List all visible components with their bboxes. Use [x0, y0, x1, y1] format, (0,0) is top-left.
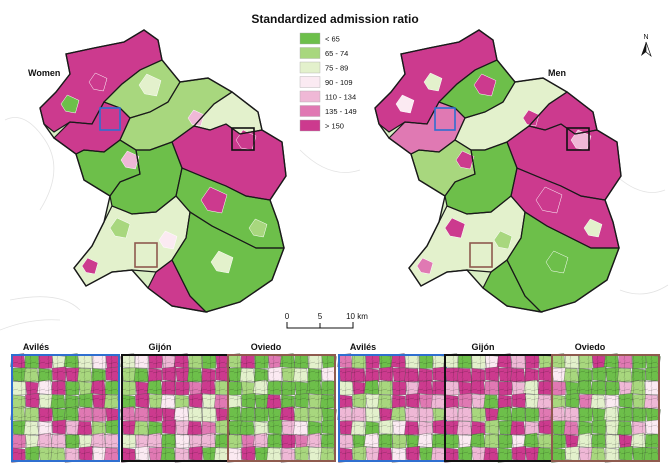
inset-locator-box	[231, 127, 255, 151]
north-arrow-icon: N	[641, 34, 652, 58]
legend-label: > 150	[325, 122, 344, 131]
map-subarea	[444, 217, 466, 239]
inset-map	[443, 353, 554, 463]
map-subarea	[455, 150, 475, 170]
inset-title: Avilés	[23, 342, 49, 352]
map-subarea	[522, 109, 540, 127]
inset-locator-box	[566, 127, 590, 151]
north-label: N	[643, 34, 648, 41]
inset-frame	[11, 354, 120, 462]
map-subarea	[248, 218, 268, 238]
map-subarea	[88, 72, 108, 92]
legend-swatch	[299, 32, 321, 45]
inset-title: Gijón	[149, 342, 172, 352]
map-title: Standardized admission ratio	[251, 12, 418, 26]
legend-label: 75 - 89	[325, 64, 348, 73]
inset-map	[120, 353, 231, 463]
legend-label: < 65	[325, 35, 340, 44]
inset-frame	[551, 354, 660, 462]
inset-title: Oviedo	[251, 342, 282, 352]
map-subarea	[473, 73, 497, 97]
inset-locator-box	[434, 107, 456, 131]
inset-title: Gijón	[472, 342, 495, 352]
map-subarea	[60, 94, 80, 114]
map-subarea	[200, 186, 228, 214]
inset-locator-box	[134, 242, 158, 268]
legend-swatch	[299, 76, 321, 88]
map-subarea	[109, 217, 131, 239]
inset-map	[226, 353, 337, 463]
scale-tick-5: 5	[318, 312, 323, 321]
map-subarea	[493, 230, 513, 250]
women-map	[39, 29, 287, 313]
map-subarea	[187, 109, 205, 127]
legend-swatch	[299, 119, 321, 132]
map-subarea	[158, 230, 178, 250]
legend: < 65 65 - 74 75 - 89 90 - 109 110 - 134 135 -…	[299, 32, 357, 132]
legend-label: 110 - 134	[325, 93, 356, 102]
inset-locator-box	[469, 242, 493, 268]
legend-label: 90 - 109	[325, 78, 353, 87]
inset-panels: Avilés Gijón Oviedo Avilés Gijón Oviedo	[10, 342, 661, 463]
map-subarea	[120, 150, 140, 170]
scale-bar: 0 5 10 km	[285, 312, 368, 329]
inset-map	[337, 353, 448, 463]
inset-map	[550, 353, 661, 463]
legend-swatch	[299, 105, 321, 117]
map-subarea	[416, 257, 434, 275]
legend-swatch	[299, 61, 321, 74]
map-subarea	[210, 250, 234, 274]
legend-label: 65 - 74	[325, 49, 348, 58]
map-subarea	[545, 250, 569, 274]
women-map-label: Women	[28, 68, 60, 78]
inset-locator-box	[99, 107, 121, 131]
map-subarea	[138, 73, 162, 97]
legend-swatch	[299, 47, 321, 59]
legend-label: 135 - 149	[325, 107, 357, 116]
legend-swatch	[299, 90, 321, 103]
inset-title: Oviedo	[575, 342, 606, 352]
scale-tick-10: 10 km	[346, 312, 368, 321]
inset-map	[10, 353, 121, 463]
inset-frame	[227, 354, 336, 462]
map-subarea	[81, 257, 99, 275]
men-map-label: Men	[548, 68, 566, 78]
men-map	[374, 29, 622, 313]
map-subarea	[423, 72, 443, 92]
inset-title: Avilés	[350, 342, 376, 352]
map-subarea	[395, 94, 415, 114]
map-subarea	[535, 186, 563, 214]
map-subarea	[583, 218, 603, 238]
scale-tick-0: 0	[285, 312, 290, 321]
